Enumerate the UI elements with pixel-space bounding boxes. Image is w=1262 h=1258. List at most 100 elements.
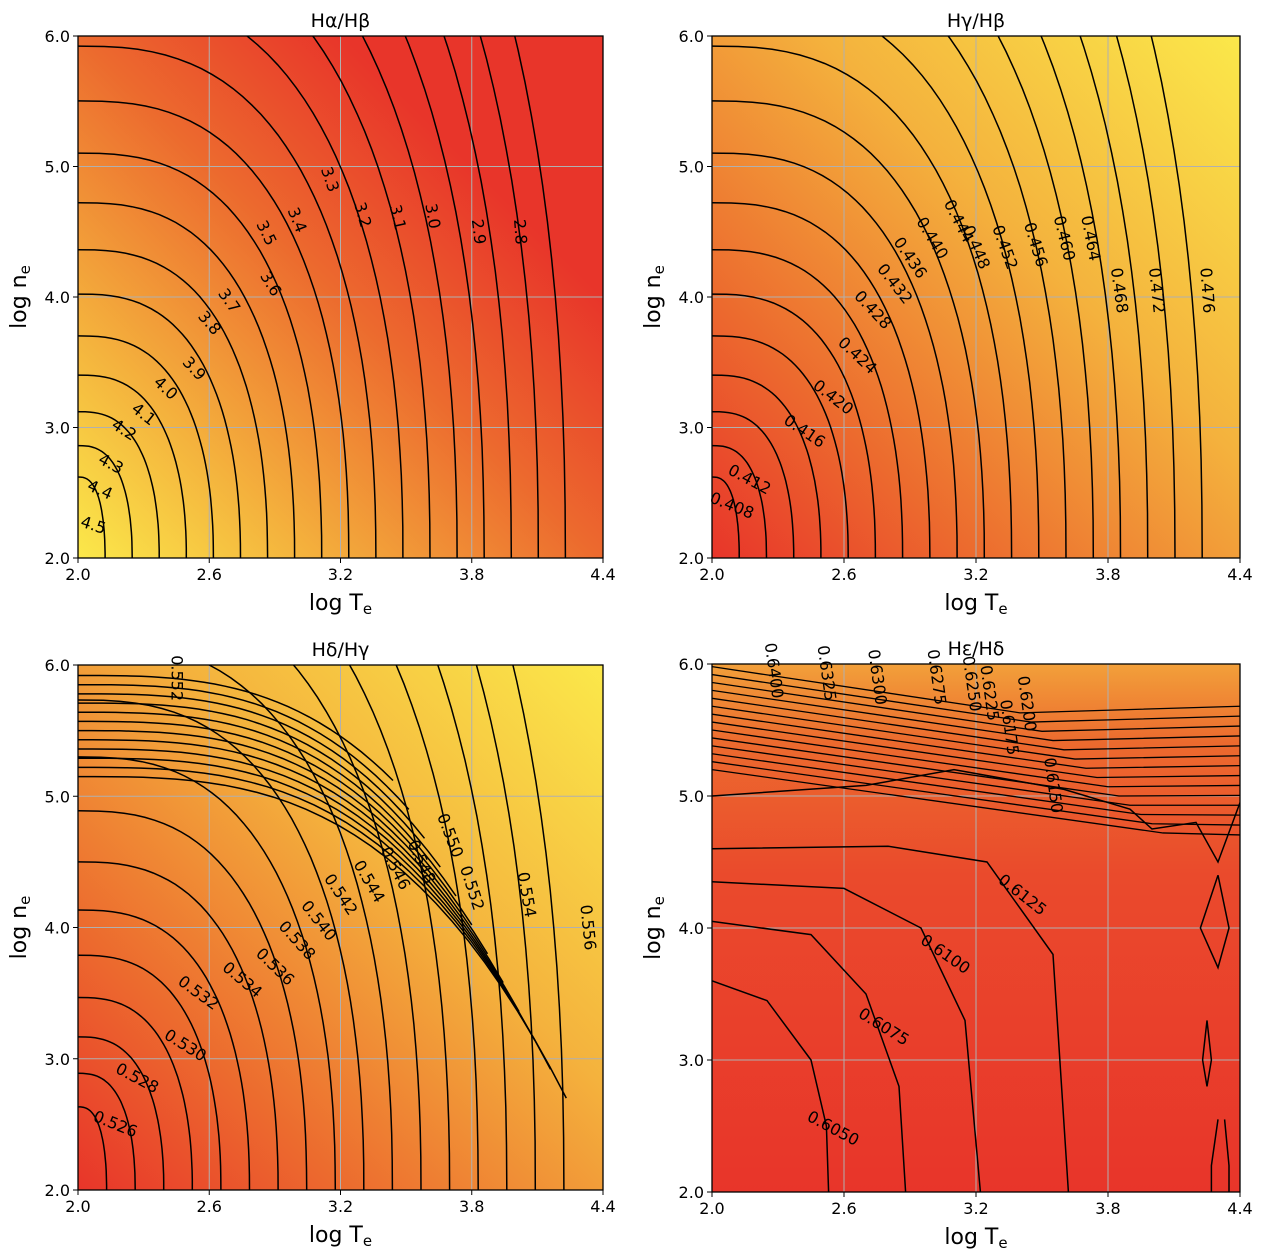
y-tick-label: 6.0 — [45, 656, 70, 675]
contour-line — [78, 374, 188, 558]
contour-line — [712, 335, 849, 558]
y-tick-label: 6.0 — [45, 27, 70, 46]
x-tick-label: 3.8 — [1095, 565, 1120, 584]
y-tick-label: 6.0 — [679, 27, 704, 46]
contour-line — [712, 248, 904, 558]
contour-line — [712, 920, 907, 1192]
contour-line — [78, 766, 552, 1070]
contour-label: 3.0 — [421, 202, 444, 230]
contour-line — [712, 761, 1240, 826]
contour-line — [78, 1036, 165, 1190]
contour-line — [78, 1072, 136, 1190]
y-tick-label: 4.0 — [45, 288, 70, 307]
contour-line — [712, 476, 740, 558]
contour-line — [475, 665, 537, 1190]
contour-label-group: 0.556 — [576, 904, 600, 952]
y-axis-label: log ne — [7, 896, 34, 960]
contour-line — [1079, 36, 1149, 558]
contour-line — [1115, 36, 1176, 558]
x-tick-label: 3.8 — [1095, 1199, 1120, 1218]
x-tick-label: 2.6 — [197, 565, 222, 584]
contour-line — [512, 665, 565, 1190]
y-tick-label: 5.0 — [679, 787, 704, 806]
contour-line — [443, 36, 513, 558]
contour-line — [78, 674, 394, 782]
y-tick-label: 4.0 — [679, 919, 704, 938]
y-tick-label: 5.0 — [45, 787, 70, 806]
chart-title: Hε/Hδ — [948, 638, 1005, 660]
contour-line — [712, 293, 877, 558]
y-tick-label: 4.0 — [45, 919, 70, 938]
x-tick-label: 4.4 — [1227, 1199, 1252, 1218]
contour-line — [712, 681, 1240, 732]
y-tick-label: 4.0 — [679, 288, 704, 307]
chart-panel-1: 4.54.44.34.24.14.03.93.83.73.63.5 3.43.33… — [7, 10, 616, 618]
y-tick-label: 2.0 — [45, 549, 70, 568]
y-tick-label: 5.0 — [679, 158, 704, 177]
contour-line — [404, 36, 485, 558]
contour-line — [712, 705, 1240, 760]
contour-line — [712, 713, 1240, 769]
contour-label-group: 0.476 — [1196, 267, 1218, 314]
contour-line — [207, 665, 394, 1190]
contour-line — [712, 152, 958, 558]
chart-title: Hδ/Hγ — [312, 639, 370, 661]
contour-label: 2.8 — [510, 218, 531, 245]
contour-line — [78, 702, 441, 868]
contour-line — [712, 201, 931, 558]
x-tick-label: 2.0 — [699, 1199, 724, 1218]
contour-line — [712, 768, 1240, 864]
x-tick-label: 3.2 — [328, 1197, 353, 1216]
contour-line — [712, 45, 1013, 558]
contour-line — [78, 683, 410, 810]
contour-label-group: 2.8 — [510, 218, 531, 245]
contour-label: 0.552 — [167, 655, 186, 701]
y-tick-label: 3.0 — [679, 1051, 704, 1070]
contour-line — [712, 374, 822, 558]
contour-line — [78, 739, 504, 983]
x-tick-label: 2.6 — [197, 1197, 222, 1216]
contour-line — [78, 861, 279, 1190]
contour-label-group: 2.9 — [468, 218, 490, 246]
x-axis-label: log Te — [944, 1225, 1007, 1252]
contour-line — [1223, 1119, 1230, 1192]
contour-line — [311, 36, 431, 558]
contour-line — [78, 699, 365, 1190]
x-tick-label: 3.8 — [459, 1197, 484, 1216]
contour-line — [78, 996, 194, 1190]
y-tick-label: 3.0 — [45, 1050, 70, 1069]
contour-line — [78, 444, 133, 558]
contour-line — [78, 748, 520, 1012]
contour-label: 2.9 — [468, 218, 490, 246]
x-tick-label: 3.2 — [963, 1199, 988, 1218]
chart-title: Hα/Hβ — [311, 10, 371, 32]
contour-label-group: 0.552 — [167, 655, 186, 701]
y-axis-label: log ne — [7, 265, 34, 329]
contour-line — [712, 745, 1240, 806]
y-axis-label: log ne — [641, 896, 668, 960]
contour-line — [361, 36, 458, 558]
contour-line — [78, 201, 296, 558]
contour-label: 0.472 — [1145, 267, 1169, 315]
contour-line — [712, 845, 1070, 1192]
y-tick-label: 6.0 — [679, 655, 704, 674]
x-tick-label: 3.8 — [459, 565, 484, 584]
contour-line — [947, 36, 1067, 558]
contour-line — [880, 36, 1040, 558]
contour-line — [712, 697, 1240, 751]
x-tick-label: 4.4 — [590, 1197, 615, 1216]
contour-lines — [78, 665, 567, 1190]
contour-line — [437, 665, 508, 1190]
contour-label-group: 0.472 — [1145, 267, 1169, 315]
contour-line — [1040, 36, 1122, 558]
contour-line — [1150, 36, 1203, 558]
contour-line — [712, 737, 1240, 797]
contour-label: 0.556 — [576, 904, 600, 952]
contour-line — [78, 729, 489, 955]
contour-line — [712, 410, 795, 558]
contour-lines — [712, 36, 1203, 558]
contour-line — [997, 36, 1095, 558]
contour-line — [78, 335, 215, 558]
contour-line — [78, 45, 377, 558]
x-tick-label: 2.0 — [65, 1197, 90, 1216]
